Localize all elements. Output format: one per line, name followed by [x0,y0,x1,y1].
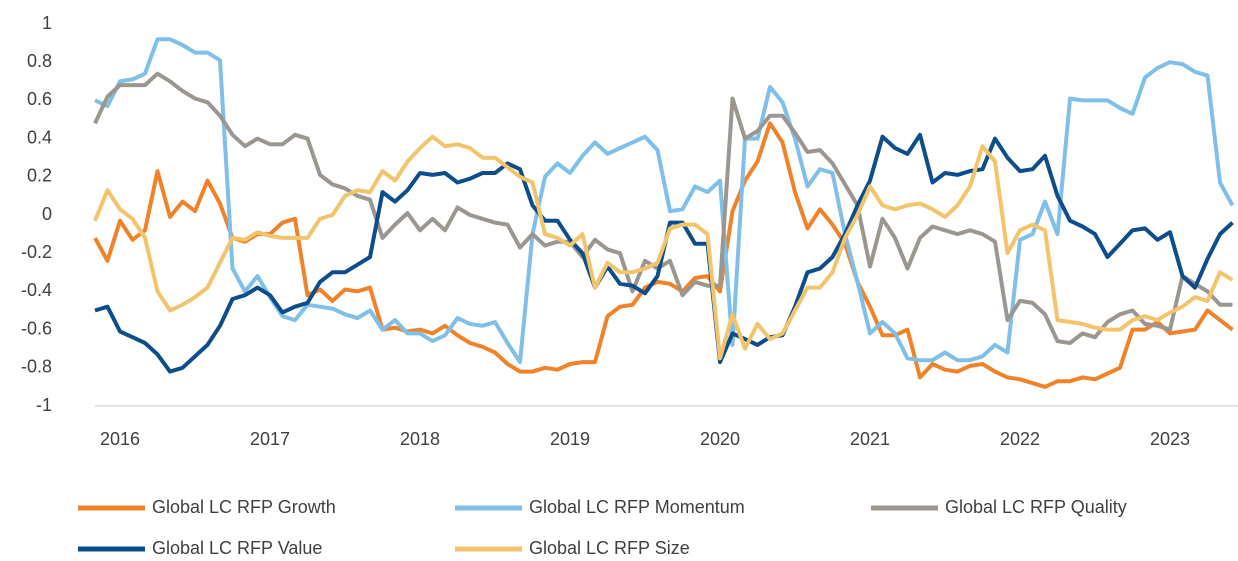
series-line [94,37,1235,365]
x-tick-label: 2016 [100,429,140,449]
y-tick-label: 1 [42,13,52,33]
x-tick-label: 2019 [550,429,590,449]
y-tick-label: 0 [42,204,52,224]
y-tick-label: 0.8 [27,51,52,71]
series-line [93,71,1233,345]
y-tick-label: -0.4 [21,280,52,300]
x-tick-label: 2021 [850,429,890,449]
legend-label: Global LC RFP Quality [945,497,1127,517]
x-tick-label: 2020 [700,429,740,449]
y-tick-label: -0.2 [21,242,52,262]
y-tick-label: -1 [36,395,52,415]
legend-label: Global LC RFP Momentum [529,497,745,517]
legend-label: Global LC RFP Size [529,538,690,558]
legend-label: Global LC RFP Value [152,538,322,558]
x-tick-label: 2023 [1150,429,1190,449]
legend-label: Global LC RFP Growth [152,497,336,517]
y-tick-label: 0.4 [27,127,52,147]
y-tick-label: 0.6 [27,89,52,109]
y-tick-label: 0.2 [27,166,52,186]
y-tick-label: -0.6 [21,318,52,338]
x-tick-label: 2022 [1000,429,1040,449]
x-tick-label: 2017 [250,429,290,449]
series-line [93,121,1234,389]
x-tick-label: 2018 [400,429,440,449]
series-line [93,134,1234,361]
y-tick-label: -0.8 [21,357,52,377]
